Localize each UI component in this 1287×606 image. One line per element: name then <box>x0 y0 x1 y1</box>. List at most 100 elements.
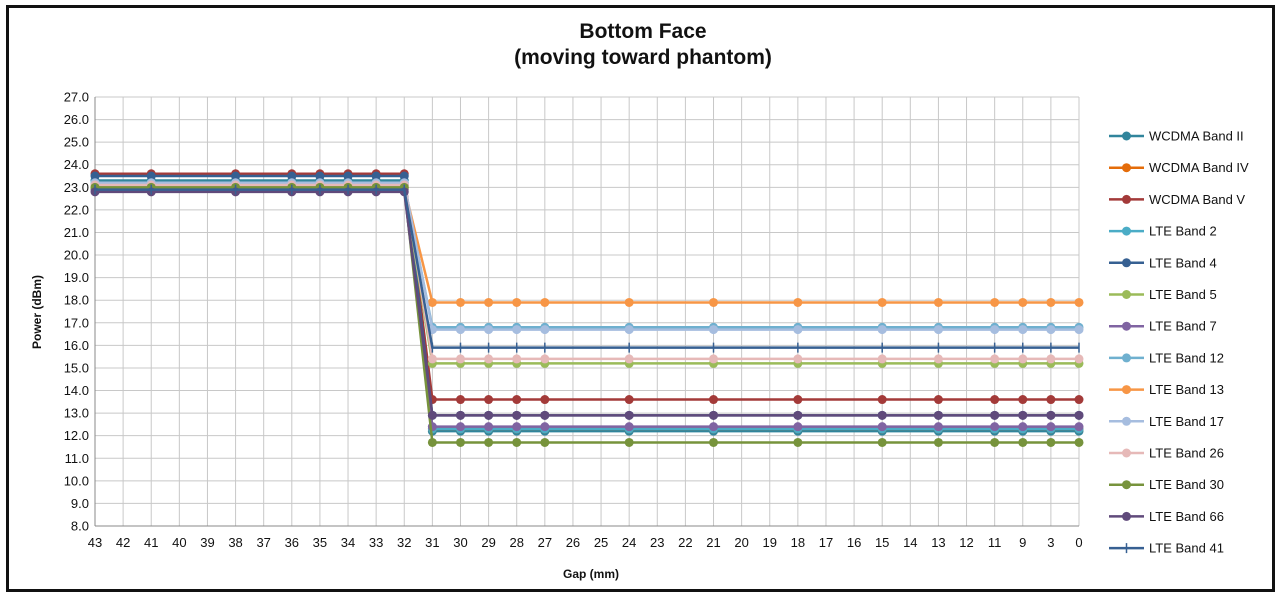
data-point <box>877 297 887 307</box>
series-lte-band-30 <box>90 182 1084 447</box>
y-axis-title: Power (dBm) <box>30 275 44 349</box>
series-wcdma-band-ii <box>90 176 1084 436</box>
legend-swatch-marker <box>1122 163 1131 173</box>
y-tick-label: 26.0 <box>64 112 89 127</box>
x-tick-label: 39 <box>200 535 214 550</box>
data-point <box>512 297 522 307</box>
data-point <box>540 354 550 364</box>
data-point <box>540 410 550 420</box>
data-point <box>709 297 719 307</box>
chart-title-line-2: (moving toward phantom) <box>514 46 772 69</box>
data-point <box>709 410 719 420</box>
series-lines <box>90 169 1084 447</box>
data-point <box>793 395 803 405</box>
data-point <box>1046 422 1056 432</box>
data-point <box>540 325 550 335</box>
legend-swatch-marker <box>1122 385 1131 395</box>
data-point <box>624 410 634 420</box>
data-point <box>1046 395 1056 405</box>
data-point <box>455 437 465 447</box>
series-line <box>95 183 1079 431</box>
data-point <box>933 422 943 432</box>
legend-label: WCDMA Band II <box>1149 129 1244 144</box>
x-axis-title: Gap (mm) <box>563 567 619 581</box>
series-line <box>95 183 1079 361</box>
data-point <box>990 395 1000 405</box>
data-point <box>624 297 634 307</box>
series-lte-band-66 <box>90 187 1084 420</box>
data-point <box>990 325 1000 335</box>
legend-swatch-marker <box>1122 321 1131 331</box>
x-tick-label: 3 <box>1047 535 1054 550</box>
x-tick-label: 20 <box>734 535 748 550</box>
data-point <box>1046 297 1056 307</box>
data-point <box>427 354 437 364</box>
data-point <box>371 171 381 181</box>
x-tick-label: 25 <box>594 535 608 550</box>
x-tick-label: 12 <box>959 535 973 550</box>
legend-item: LTE Band 41 <box>1109 541 1224 556</box>
x-tick-label: 13 <box>931 535 945 550</box>
y-tick-label: 19.0 <box>64 270 89 285</box>
x-tick-label: 40 <box>172 535 186 550</box>
x-tick-label: 19 <box>763 535 777 550</box>
x-tick-label: 26 <box>566 535 580 550</box>
data-point <box>624 422 634 432</box>
x-tick-label: 41 <box>144 535 158 550</box>
data-point <box>709 325 719 335</box>
y-tick-label: 15.0 <box>64 360 89 375</box>
legend-swatch-marker <box>1122 353 1131 363</box>
legend-label: LTE Band 7 <box>1149 319 1217 334</box>
legend-swatch-marker <box>1122 226 1131 236</box>
x-tick-label: 27 <box>538 535 552 550</box>
x-tick-label: 30 <box>453 535 467 550</box>
data-point <box>1046 325 1056 335</box>
data-point <box>624 395 634 405</box>
data-point <box>455 422 465 432</box>
x-tick-label: 17 <box>819 535 833 550</box>
data-point <box>933 325 943 335</box>
x-tick-label: 23 <box>650 535 664 550</box>
series-lte-band-17 <box>90 178 1084 335</box>
y-tick-label: 10.0 <box>64 473 89 488</box>
data-point <box>1018 354 1028 364</box>
data-point <box>990 422 1000 432</box>
data-point <box>455 395 465 405</box>
y-tick-label: 9.0 <box>71 496 89 511</box>
x-tick-label: 34 <box>341 535 355 550</box>
data-point <box>1074 437 1084 447</box>
legend-swatch-marker <box>1122 258 1131 268</box>
data-point <box>512 422 522 432</box>
y-tick-label: 16.0 <box>64 338 89 353</box>
y-tick-label: 23.0 <box>64 180 89 195</box>
series-wcdma-band-iv <box>90 180 1084 434</box>
x-tick-label: 15 <box>875 535 889 550</box>
y-tick-label: 21.0 <box>64 225 89 240</box>
legend-swatch-marker <box>1122 511 1131 521</box>
legend-item: WCDMA Band II <box>1109 129 1244 144</box>
legend-item: LTE Band 17 <box>1109 414 1224 429</box>
x-tick-label: 11 <box>988 535 1002 550</box>
y-tick-label: 20.0 <box>64 248 89 263</box>
legend-label: WCDMA Band V <box>1149 192 1245 207</box>
series-line <box>95 186 1079 444</box>
series-line <box>95 172 1079 401</box>
x-tick-label: 29 <box>481 535 495 550</box>
x-tick-label: 9 <box>1019 535 1026 550</box>
x-tick-label: 37 <box>256 535 270 550</box>
x-tick-label: 24 <box>622 535 636 550</box>
data-point <box>512 395 522 405</box>
data-point <box>90 171 100 181</box>
data-point <box>877 325 887 335</box>
data-point <box>484 410 494 420</box>
x-tick-label: 22 <box>678 535 692 550</box>
data-point <box>484 297 494 307</box>
chart-title: Bottom Face (moving toward phantom) <box>514 20 772 69</box>
legend-item: LTE Band 4 <box>1109 255 1217 270</box>
data-point <box>877 395 887 405</box>
data-point <box>1074 410 1084 420</box>
data-point <box>624 437 634 447</box>
data-point <box>455 354 465 364</box>
legend-swatch-marker <box>1122 448 1131 458</box>
